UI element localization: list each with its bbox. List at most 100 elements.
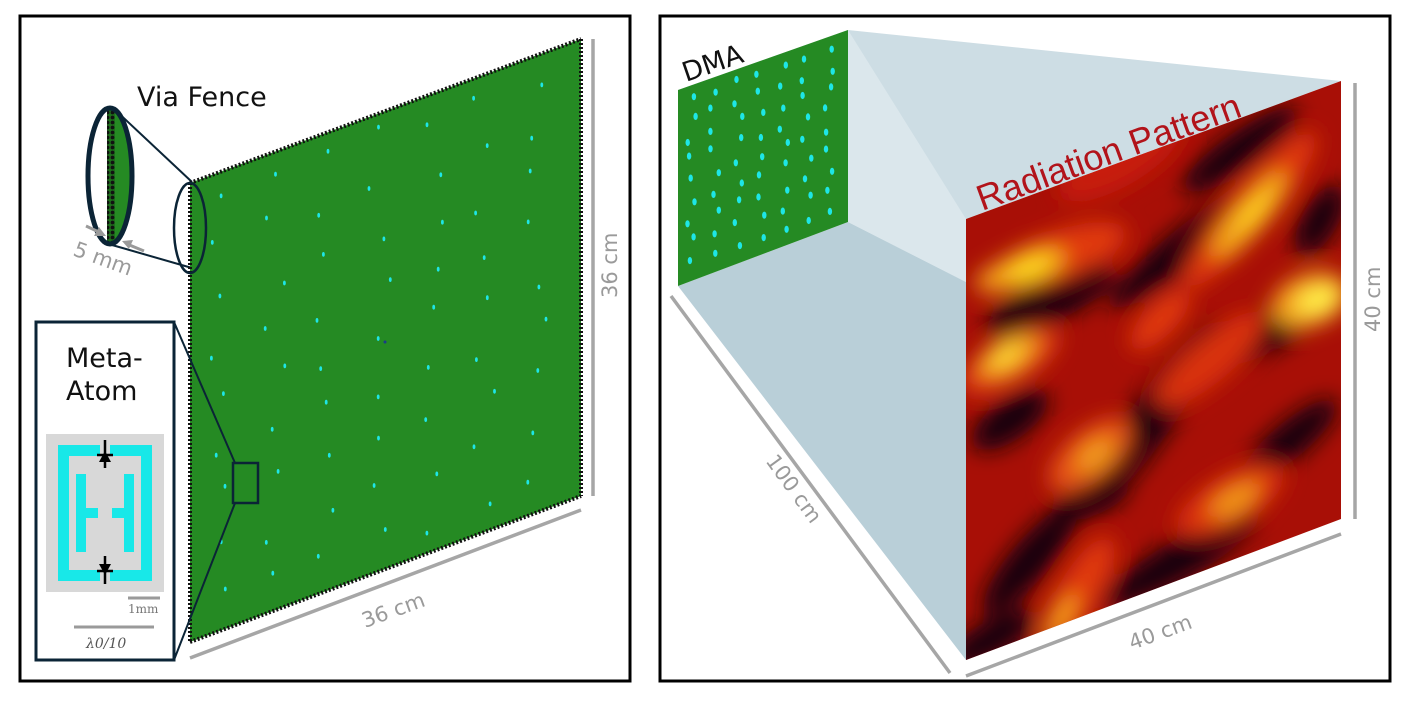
meta-atom-label-line1: Meta-	[66, 343, 143, 374]
meta-atom-dot	[425, 122, 429, 128]
meta-atom-dot	[537, 284, 541, 290]
dma-element-dot	[756, 193, 761, 201]
dma-element-dot	[829, 167, 835, 175]
meta-atom-dot	[439, 172, 443, 178]
dma-element-dot	[827, 207, 833, 215]
dma-element-dot	[802, 175, 808, 183]
dma-element-dot	[716, 169, 721, 177]
dma-element-dot	[825, 186, 830, 194]
dma-element-dot	[737, 242, 743, 250]
dma-elements	[685, 45, 835, 265]
dma-element-dot	[711, 190, 716, 198]
pattern-blob	[1296, 284, 1340, 316]
meta-atom-dot	[436, 266, 440, 272]
meta-atom-dot	[382, 236, 386, 242]
dma-element-dot	[828, 83, 834, 91]
meta-atom-dot	[485, 295, 489, 301]
pattern-width-dimension	[965, 532, 1342, 678]
board-width-dimension	[189, 508, 582, 660]
meta-atom-dot	[223, 586, 227, 592]
pattern-blob	[1129, 289, 1191, 351]
meta-atom-dot	[526, 219, 530, 225]
pattern-blob	[1101, 511, 1259, 609]
dma-element-dot	[778, 82, 783, 90]
meta-atom-dot	[324, 399, 328, 405]
dma-element-dot	[736, 196, 742, 204]
meta-atom-cell	[46, 434, 164, 592]
dma-element-dot	[783, 61, 788, 69]
meta-atom-dot	[544, 316, 548, 322]
dma-element-dot	[716, 206, 721, 214]
meta-atom-dot	[317, 212, 321, 218]
dma-element-dot	[823, 145, 829, 153]
dma-element-dot	[688, 174, 693, 182]
dma-element-dot	[785, 186, 790, 194]
dma-element-dot	[739, 179, 744, 187]
meta-atom-marker	[231, 461, 260, 505]
dma-element-dot	[783, 159, 788, 167]
dma-element-dot	[781, 104, 786, 112]
dma-element-dot	[823, 128, 829, 136]
pattern-blob	[1005, 255, 1055, 281]
meta-atom-dot	[214, 452, 218, 458]
via-fence-lens	[85, 105, 135, 247]
pattern-blob	[992, 345, 1018, 365]
dma-element-dot	[799, 77, 804, 85]
via-fence-bottom	[189, 494, 582, 644]
dma-element-dot	[754, 70, 759, 78]
dma-element-dot	[686, 152, 692, 160]
dma-element-dot	[777, 125, 782, 133]
meta-atom-dot	[367, 186, 371, 191]
via-zoom-line-bottom	[111, 244, 193, 269]
meta-atom-dot	[493, 388, 496, 394]
meta-atom-dot	[326, 148, 330, 154]
dma-element-dot	[739, 134, 744, 142]
meta-atom-dot	[263, 326, 267, 331]
meta-atom-dot	[283, 280, 286, 286]
dma-element-dot	[693, 112, 698, 120]
pattern-blob	[1154, 311, 1266, 409]
dma-element-dot	[691, 93, 697, 101]
meta-atom-dot	[472, 95, 475, 101]
pattern-blob	[1076, 438, 1114, 472]
meta-atom-dot	[322, 252, 325, 257]
dma-element-dot	[740, 112, 745, 120]
meta-atom-dot	[377, 124, 380, 130]
projection-frustum-side	[848, 30, 966, 282]
via-fence-label: Via Fence	[137, 82, 267, 113]
meta-atom-dot	[474, 210, 477, 216]
dma-board	[190, 39, 581, 642]
meta-atom-dot	[425, 530, 429, 536]
via-zoom-line-top	[111, 106, 193, 183]
meta-atom-dot	[271, 570, 275, 576]
projection-frustum-bottom	[678, 222, 966, 660]
meta-atom-dot	[482, 255, 486, 260]
pattern-blob	[982, 504, 1078, 616]
meta-atom-dot	[270, 426, 274, 432]
dma-element-dot	[800, 135, 805, 143]
meta-atom-dot	[223, 483, 227, 489]
pattern-blob	[985, 264, 1115, 336]
dma-element-dot	[712, 230, 717, 238]
meta-atom-dot	[315, 318, 319, 323]
meta-atom-dot	[210, 355, 213, 361]
meta-atom-dot	[376, 394, 380, 400]
via-spacing-arrows	[85, 224, 145, 253]
meta-atom-dot	[383, 527, 387, 532]
dma-element-dot	[691, 233, 696, 241]
meta-atom-dot	[219, 193, 223, 199]
dma-element-dot	[809, 154, 814, 162]
pattern-blob	[1052, 479, 1128, 521]
meta-atom-dot	[526, 479, 530, 485]
meta-atom-dot	[265, 215, 268, 221]
dma-element-dot	[755, 87, 760, 95]
meta-atom-zoom-line-top	[173, 321, 236, 464]
dma-element-dot	[806, 216, 811, 225]
dma-element-dot	[761, 234, 766, 242]
dma-element-dot	[800, 91, 805, 100]
meta-atom-dot	[472, 444, 476, 450]
dma-element-dot	[758, 133, 764, 142]
pattern-blob	[966, 610, 1035, 660]
meta-atom-dot	[210, 240, 214, 245]
